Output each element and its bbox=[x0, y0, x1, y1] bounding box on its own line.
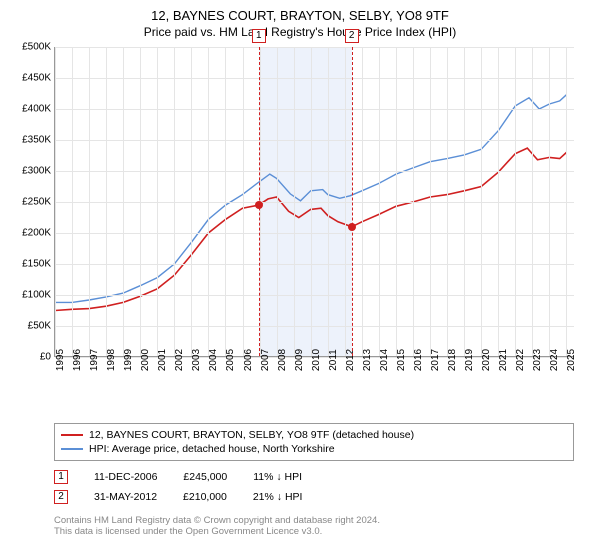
sale-row-1: 1 11-DEC-2006 £245,000 11% ↓ HPI bbox=[54, 467, 574, 487]
y-axis-label: £400K bbox=[22, 104, 51, 115]
x-axis-label: 2021 bbox=[498, 349, 509, 371]
x-axis-label: 2012 bbox=[345, 349, 356, 371]
sale-price-2: £210,000 bbox=[183, 491, 227, 503]
y-axis-label: £50K bbox=[28, 321, 51, 332]
x-axis-label: 2025 bbox=[566, 349, 577, 371]
x-axis-label: 2011 bbox=[328, 349, 339, 371]
chart-subtitle: Price paid vs. HM Land Registry's House … bbox=[12, 25, 588, 39]
x-axis-label: 2008 bbox=[277, 349, 288, 371]
x-axis-label: 2023 bbox=[532, 349, 543, 371]
plot-region: £0£50K£100K£150K£200K£250K£300K£350K£400… bbox=[54, 47, 574, 357]
x-axis-label: 2015 bbox=[396, 349, 407, 371]
x-axis-label: 2007 bbox=[260, 349, 271, 371]
x-axis-label: 2018 bbox=[447, 349, 458, 371]
sale-dot-2 bbox=[348, 223, 356, 231]
sale-dot-1 bbox=[255, 201, 263, 209]
y-axis-label: £100K bbox=[22, 290, 51, 301]
x-axis-label: 2001 bbox=[157, 349, 168, 371]
x-axis-label: 2009 bbox=[294, 349, 305, 371]
y-axis-label: £150K bbox=[22, 259, 51, 270]
x-axis-label: 2020 bbox=[481, 349, 492, 371]
x-axis-label: 2010 bbox=[311, 349, 322, 371]
footer-line-2: This data is licensed under the Open Gov… bbox=[54, 526, 574, 537]
x-axis-label: 2016 bbox=[413, 349, 424, 371]
y-axis-label: £300K bbox=[22, 166, 51, 177]
x-axis-label: 2006 bbox=[243, 349, 254, 371]
footer: Contains HM Land Registry data © Crown c… bbox=[54, 515, 574, 537]
legend: 12, BAYNES COURT, BRAYTON, SELBY, YO8 9T… bbox=[54, 423, 574, 461]
sale-row-2: 2 31-MAY-2012 £210,000 21% ↓ HPI bbox=[54, 487, 574, 507]
sale-price-1: £245,000 bbox=[183, 471, 227, 483]
x-axis-label: 1996 bbox=[72, 349, 83, 371]
sale-marker-2: 2 bbox=[54, 490, 68, 504]
x-axis-label: 2002 bbox=[174, 349, 185, 371]
x-axis-label: 1995 bbox=[55, 349, 66, 371]
sale-marker-1: 1 bbox=[252, 29, 266, 43]
x-axis-label: 2019 bbox=[464, 349, 475, 371]
x-axis-label: 1997 bbox=[89, 349, 100, 371]
sale-diff-1: 11% ↓ HPI bbox=[253, 471, 302, 483]
x-axis-label: 2003 bbox=[191, 349, 202, 371]
x-axis-label: 2014 bbox=[379, 349, 390, 371]
chart-area: £0 £50K £100K £150K £200K £250K £300K £350K £400… bbox=[12, 47, 588, 387]
legend-row-hpi: HPI: Average price, detached house, Nort… bbox=[61, 442, 567, 456]
x-axis-label: 1999 bbox=[123, 349, 134, 371]
y-axis-label: £0 bbox=[40, 352, 51, 363]
legend-swatch-property bbox=[61, 434, 83, 436]
x-axis-label: 2022 bbox=[515, 349, 526, 371]
legend-swatch-hpi bbox=[61, 448, 83, 450]
y-axis-label: £350K bbox=[22, 135, 51, 146]
legend-label-property: 12, BAYNES COURT, BRAYTON, SELBY, YO8 9T… bbox=[89, 429, 414, 441]
legend-label-hpi: HPI: Average price, detached house, Nort… bbox=[89, 443, 335, 455]
x-axis-label: 2005 bbox=[225, 349, 236, 371]
footer-line-1: Contains HM Land Registry data © Crown c… bbox=[54, 515, 574, 526]
y-axis-label: £450K bbox=[22, 73, 51, 84]
sale-date-2: 31-MAY-2012 bbox=[94, 491, 157, 503]
x-axis-label: 2013 bbox=[362, 349, 373, 371]
chart-container: 12, BAYNES COURT, BRAYTON, SELBY, YO8 9T… bbox=[0, 0, 600, 547]
x-axis-label: 2004 bbox=[208, 349, 219, 371]
y-axis-label: £500K bbox=[22, 42, 51, 53]
sale-marker-1: 1 bbox=[54, 470, 68, 484]
chart-title: 12, BAYNES COURT, BRAYTON, SELBY, YO8 9T… bbox=[12, 8, 588, 23]
sale-diff-2: 21% ↓ HPI bbox=[253, 491, 303, 503]
x-axis-label: 2000 bbox=[140, 349, 151, 371]
sales-table: 1 11-DEC-2006 £245,000 11% ↓ HPI 2 31-MA… bbox=[54, 467, 574, 507]
y-axis-label: £200K bbox=[22, 228, 51, 239]
sale-marker-2: 2 bbox=[345, 29, 359, 43]
sale-date-1: 11-DEC-2006 bbox=[94, 471, 157, 483]
y-axis-label: £250K bbox=[22, 197, 51, 208]
x-axis-label: 2024 bbox=[549, 349, 560, 371]
x-axis-label: 1998 bbox=[106, 349, 117, 371]
legend-row-property: 12, BAYNES COURT, BRAYTON, SELBY, YO8 9T… bbox=[61, 428, 567, 442]
x-axis-label: 2017 bbox=[430, 349, 441, 371]
